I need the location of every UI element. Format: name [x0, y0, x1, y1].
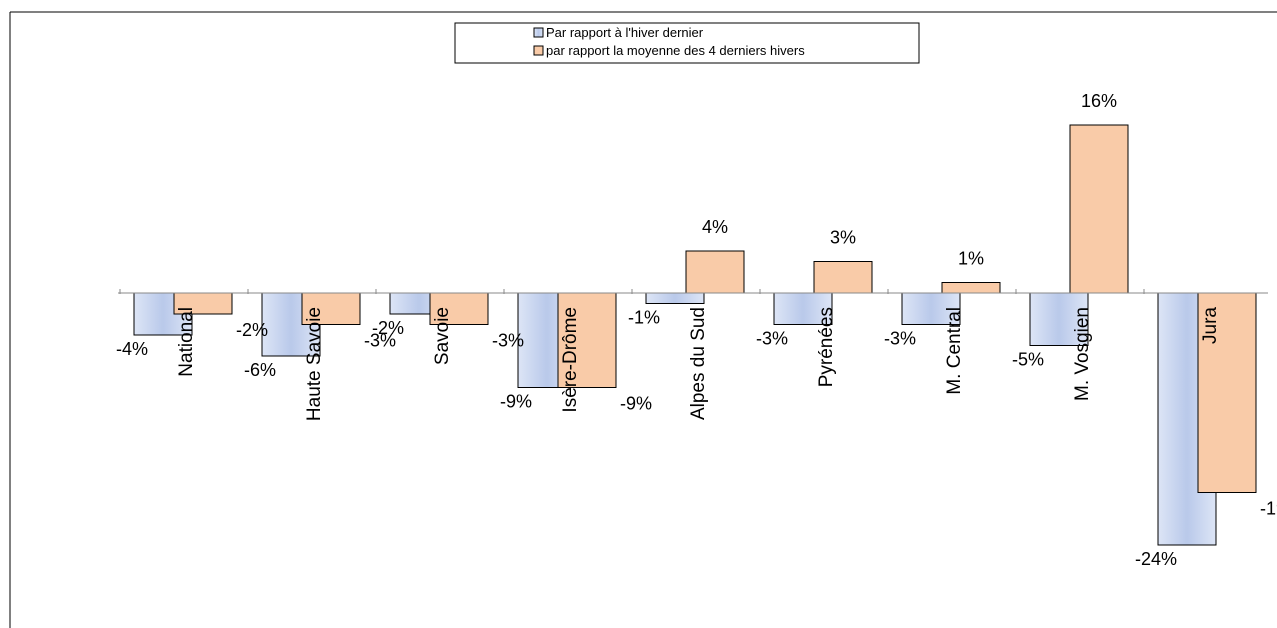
- data-label-series-1-4: -1%: [628, 308, 660, 328]
- data-label-series-2-8: -19%: [1260, 499, 1277, 519]
- data-label-series-1-0: -4%: [116, 339, 148, 359]
- bars-group: [133, 124, 1257, 546]
- data-label-series-1-8: -24%: [1135, 549, 1177, 569]
- data-label-series-1-1: -6%: [244, 360, 276, 380]
- bar-series-1-7: [1029, 292, 1089, 346]
- legend-swatch-series-2: [533, 45, 544, 56]
- bar-series-1-6: [901, 292, 961, 325]
- data-label-series-2-5: 3%: [830, 228, 856, 248]
- data-label-series-1-3: -9%: [500, 392, 532, 412]
- bar-series-2-7: [1069, 124, 1129, 294]
- legend-label-series-2: par rapport la moyenne des 4 derniers hi…: [546, 43, 805, 58]
- category-label-4: Alpes du Sud: [688, 307, 709, 420]
- data-label-series-1-5: -3%: [756, 329, 788, 349]
- data-label-series-1-2: -2%: [372, 318, 404, 338]
- category-label-5: Pyrénées: [816, 307, 837, 387]
- data-label-series-2-3: -9%: [620, 394, 652, 414]
- x-axis: [118, 289, 1268, 294]
- bar-series-2-4: [685, 250, 745, 294]
- data-label-series-2-7: 16%: [1081, 91, 1117, 111]
- category-label-3: Isère-Drôme: [560, 307, 581, 413]
- category-label-7: M. Vosgien: [1072, 307, 1093, 401]
- data-label-series-2-0: -2%: [236, 320, 268, 340]
- legend: Par rapport à l'hiver dernier par rappor…: [454, 22, 920, 64]
- legend-label-series-1: Par rapport à l'hiver dernier: [546, 25, 704, 40]
- data-label-series-2-4: 4%: [702, 217, 728, 237]
- data-label-series-1-7: -5%: [1012, 350, 1044, 370]
- category-label-0: National: [176, 307, 197, 377]
- data-label-series-2-6: 1%: [958, 249, 984, 269]
- category-label-1: Haute Savoie: [304, 307, 325, 421]
- category-label-6: M. Central: [944, 307, 965, 395]
- data-label-series-1-6: -3%: [884, 329, 916, 349]
- category-label-2: Savoie: [432, 307, 453, 365]
- data-label-series-2-2: -3%: [492, 331, 524, 351]
- legend-box: [454, 22, 920, 64]
- bar-series-1-5: [773, 292, 833, 325]
- category-labels-group: National Haute Savoie Savoie Isère-Drôme Alp…: [176, 307, 1221, 422]
- category-label-8: Jura: [1200, 307, 1221, 344]
- bar-series-1-4: [645, 292, 705, 304]
- bar-series-2-6: [941, 282, 1001, 294]
- legend-swatch-series-1: [533, 27, 544, 38]
- bar-series-2-8: [1197, 292, 1257, 493]
- data-label-series-2-1: -3%: [364, 331, 396, 351]
- bar-series-2-5: [813, 261, 873, 294]
- data-labels-group: -4%-2%-6%-3%-2%-3%-9% -9%-1%4%-3%3%-3%1%-…: [116, 91, 1277, 569]
